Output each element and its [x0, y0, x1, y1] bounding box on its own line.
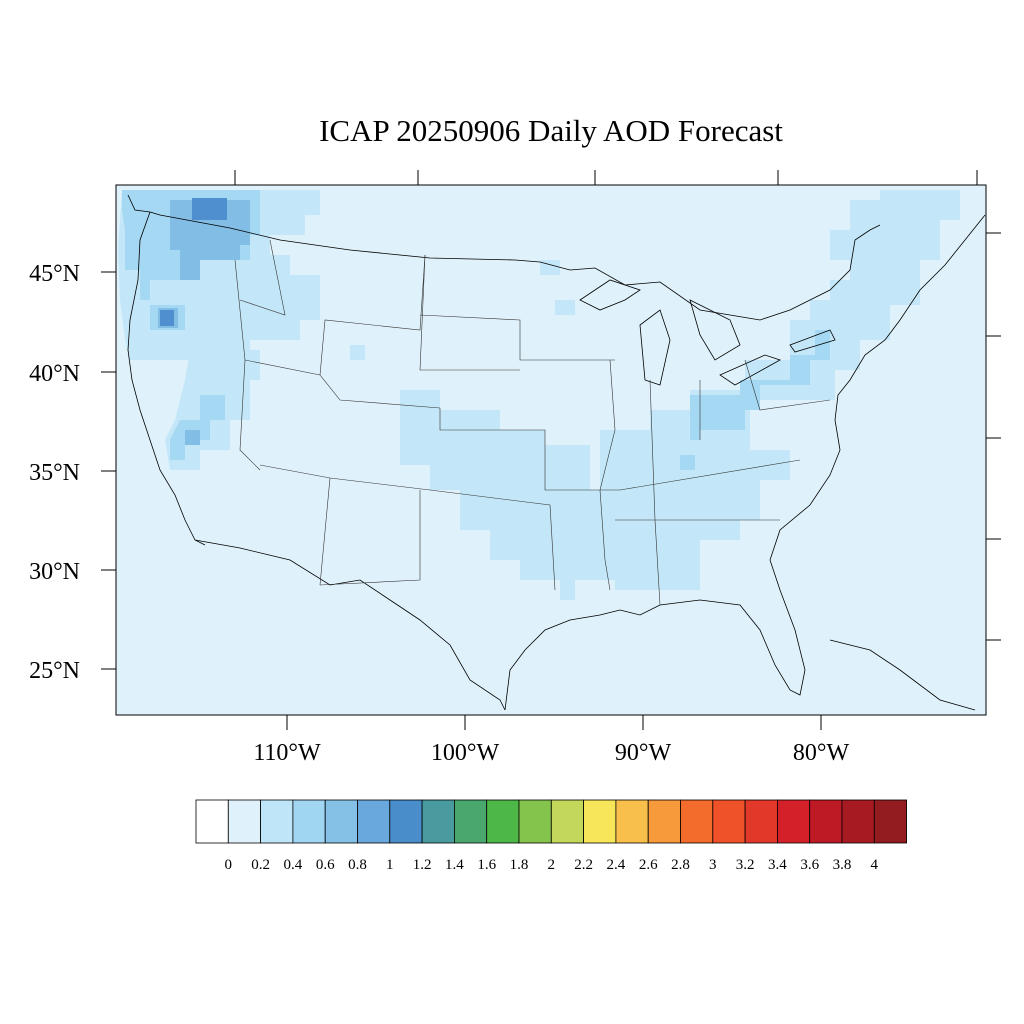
- lon-label-110: 110°W: [253, 740, 321, 766]
- lake-superior: [579, 279, 641, 311]
- map-panel: [115, 184, 987, 716]
- aod-region-california-medium: [170, 395, 225, 460]
- colorbar-swatch-13: [615, 799, 649, 844]
- state-line-tx-ok: [429, 489, 556, 591]
- colorbar-label-15: 3: [709, 857, 717, 873]
- colorbar-swatch-21: [873, 799, 907, 844]
- colorbar-swatch-15: [680, 799, 714, 844]
- aod-region-ohio-valley: [690, 330, 830, 440]
- colorbar-label-17: 3.4: [768, 857, 787, 873]
- colorbar-swatch-9: [486, 799, 520, 844]
- colorbar-label-14: 2.8: [671, 857, 690, 873]
- colorbar: 0 0.2 0.4 0.6 0.8 1 1.2 1.4 1.6 1.8 2 2.2 2.4 2.6 2.8 3…: [195, 799, 907, 873]
- colorbar-label-4: 0.8: [348, 857, 367, 873]
- state-line-ks-ok: [439, 408, 620, 491]
- colorbar-swatch-7: [421, 799, 455, 844]
- us-mexico-border: [194, 539, 506, 711]
- map-title: ICAP 20250906 Daily AOD Forecast: [319, 113, 783, 148]
- map-frame: [115, 184, 987, 716]
- colorbar-swatch-12: [583, 799, 617, 844]
- state-line-id-nv: [234, 259, 261, 471]
- state-line-mississippi: [599, 359, 616, 591]
- east-coast: [769, 214, 986, 591]
- aod-patch-wyoming: [350, 345, 365, 360]
- colorbar-label-10: 2: [548, 857, 556, 873]
- colorbar-swatch-19: [809, 799, 843, 844]
- colorbar-label-13: 2.6: [639, 857, 658, 873]
- lake-erie: [719, 354, 781, 386]
- state-line-pa: [744, 359, 831, 411]
- colorbar-swatch-2: [260, 799, 294, 844]
- coastlines-and-borders: [127, 194, 986, 711]
- colorbar-swatch-8: [453, 799, 488, 844]
- colorbar-swatch-4: [324, 799, 358, 844]
- colorbar-label-3: 0.6: [316, 857, 335, 873]
- west-coast: [127, 211, 206, 546]
- lat-labels: 45°N 40°N 35°N 30°N 25°N: [29, 261, 80, 684]
- colorbar-label-16: 3.2: [736, 857, 755, 873]
- colorbar-label-9: 1.8: [510, 857, 529, 873]
- colorbar-swatch-14: [647, 799, 681, 844]
- colorbar-swatch-17: [744, 799, 778, 844]
- state-line-az-nm-v: [319, 477, 331, 586]
- colorbar-label-12: 2.4: [607, 857, 626, 873]
- colorbar-label-6: 1.2: [413, 857, 432, 873]
- colorbar-label-7: 1.4: [445, 857, 464, 873]
- lon-labels: 110°W 100°W 90°W 80°W: [253, 740, 849, 766]
- us-canada-border: [127, 194, 881, 321]
- colorbar-label-18: 3.6: [800, 857, 819, 873]
- aod-region-washington-high: [170, 200, 250, 280]
- colorbar-swatch-11: [550, 799, 584, 844]
- colorbar-swatch-10: [518, 799, 552, 844]
- colorbar-label-5: 1: [386, 857, 394, 873]
- lat-label-45: 45°N: [29, 261, 80, 287]
- state-boundaries: [234, 239, 831, 606]
- lat-label-40: 40°N: [29, 361, 80, 387]
- colorbar-swatch-5: [357, 799, 391, 844]
- colorbar-swatch-16: [712, 799, 746, 844]
- aod-region-central-plains: [400, 390, 620, 600]
- aod-patch-california-high: [185, 430, 200, 445]
- state-line-nv-ut-co: [244, 359, 441, 409]
- tick-marks: [101, 170, 1001, 730]
- colorbar-label-19: 3.8: [833, 857, 852, 873]
- colorbar-label-0: 0: [225, 857, 233, 873]
- state-line-nm-tx: [319, 490, 421, 586]
- aod-patch-dakota: [540, 260, 560, 275]
- state-line-nd-sd: [419, 254, 520, 371]
- state-line-tn-ky: [619, 459, 801, 491]
- colorbar-label-8: 1.6: [477, 857, 496, 873]
- lat-label-25: 25°N: [29, 658, 80, 684]
- colorbar-label-1: 0.2: [251, 857, 270, 873]
- colorbar-swatch-20: [841, 799, 875, 844]
- state-line-mt-id: [239, 239, 286, 316]
- state-line-wy: [319, 254, 426, 376]
- lake-ontario: [789, 329, 836, 353]
- colorbar-label-2: 0.4: [284, 857, 303, 873]
- colorbar-label-11: 2.2: [574, 857, 593, 873]
- colorbar-swatch-6: [389, 799, 423, 844]
- lat-label-35: 35°N: [29, 460, 80, 486]
- lake-michigan: [639, 309, 671, 386]
- aod-layer-very-high: [160, 198, 227, 326]
- colorbar-swatch-3: [292, 799, 326, 844]
- lon-label-90: 90°W: [615, 740, 672, 766]
- colorbar-swatch-1: [227, 799, 262, 844]
- aod-patch-minnesota: [555, 300, 575, 315]
- lake-huron: [689, 299, 741, 361]
- colorbar-swatch-18: [777, 799, 811, 844]
- aod-region-southeast: [600, 390, 790, 590]
- aod-patch-washington-peak: [192, 198, 227, 220]
- gulf-coast: [504, 589, 806, 711]
- lon-label-100: 100°W: [431, 740, 500, 766]
- colorbar-swatch-0: [195, 799, 229, 844]
- lat-label-30: 30°N: [29, 559, 80, 585]
- lon-label-80: 80°W: [793, 740, 850, 766]
- aod-patch-oregon-peak: [160, 310, 174, 326]
- cuba-coast: [829, 639, 976, 711]
- state-line-sd-ne: [419, 314, 615, 361]
- colorbar-label-20: 4: [871, 857, 879, 873]
- aod-patch-kentucky: [680, 455, 695, 470]
